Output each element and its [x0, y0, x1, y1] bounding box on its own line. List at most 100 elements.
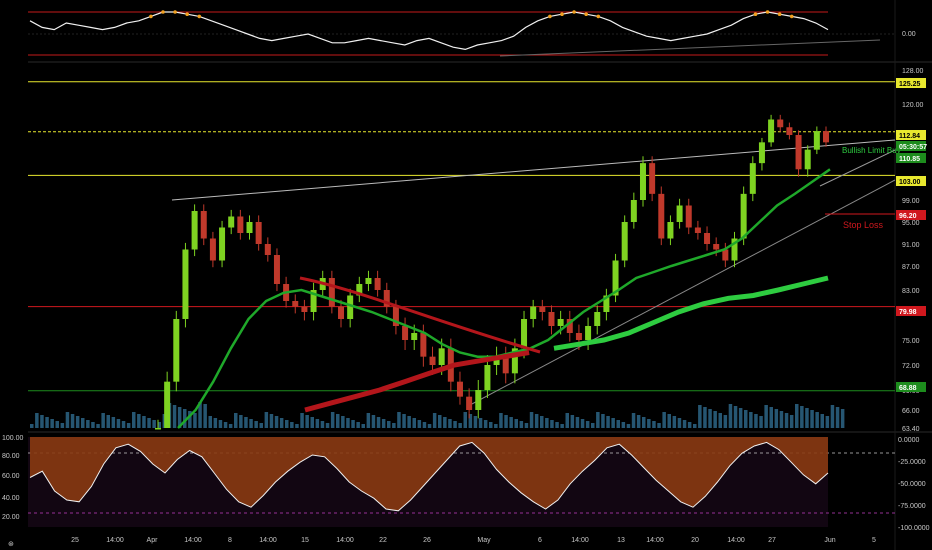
candle-body[interactable] — [694, 227, 701, 234]
candle-body[interactable] — [585, 326, 592, 340]
candle-body[interactable] — [557, 319, 564, 326]
candle-body[interactable] — [475, 390, 482, 410]
candle-body[interactable] — [594, 312, 601, 326]
candle-body[interactable] — [374, 278, 381, 290]
ema-slow-down-segment[interactable] — [304, 350, 530, 413]
candle-body[interactable] — [786, 127, 793, 135]
candle-body[interactable] — [795, 135, 802, 170]
candle-body[interactable] — [649, 163, 656, 194]
volume-bar — [662, 412, 666, 428]
candle-body[interactable] — [484, 365, 491, 390]
volume-bar — [642, 417, 646, 428]
candle-body[interactable] — [237, 216, 244, 234]
candle-body[interactable] — [466, 396, 473, 410]
candle-body[interactable] — [292, 301, 299, 307]
projection-line[interactable] — [819, 149, 896, 187]
ema-slow-arc[interactable] — [299, 276, 541, 354]
candle-body[interactable] — [731, 238, 738, 261]
candle-body[interactable] — [539, 306, 546, 313]
candle-body[interactable] — [365, 278, 372, 284]
candle-body[interactable] — [667, 222, 674, 239]
price-level-tag[interactable] — [896, 306, 926, 316]
candle-body[interactable] — [521, 319, 528, 349]
candle-body[interactable] — [264, 244, 271, 255]
candle-body[interactable] — [740, 193, 747, 239]
price-level-tag[interactable] — [896, 153, 926, 163]
candle-body[interactable] — [566, 319, 573, 333]
price-level-tag[interactable] — [896, 78, 926, 88]
candle-body[interactable] — [768, 119, 775, 143]
candle-body[interactable] — [548, 312, 555, 326]
candle-body[interactable] — [182, 249, 189, 320]
candle-body[interactable] — [511, 348, 518, 374]
candle-body[interactable] — [301, 306, 308, 313]
candle-body[interactable] — [383, 290, 390, 307]
candle-body[interactable] — [164, 381, 171, 428]
candle-body[interactable] — [530, 306, 537, 320]
ema-slow-line[interactable] — [299, 275, 829, 413]
candle-body[interactable] — [392, 306, 399, 327]
price-level-tag[interactable] — [896, 210, 926, 220]
volume-bar — [279, 418, 284, 428]
candle-body[interactable] — [155, 428, 161, 430]
candle-body[interactable] — [777, 119, 784, 128]
candle-body[interactable] — [338, 306, 345, 320]
candle-body[interactable] — [612, 260, 619, 296]
candle-body[interactable] — [402, 326, 409, 340]
candle-body[interactable] — [310, 290, 317, 312]
candle-body[interactable] — [209, 238, 216, 261]
candle-body[interactable] — [200, 211, 207, 239]
candle-body[interactable] — [603, 295, 610, 313]
volume-bar — [591, 423, 595, 428]
candle-body[interactable] — [246, 222, 253, 233]
ema-slow-up-segment[interactable] — [553, 275, 829, 351]
upper-trendline[interactable] — [171, 139, 896, 201]
volume-bar — [147, 418, 151, 428]
price-level-tag[interactable] — [896, 141, 926, 151]
candle-body[interactable] — [575, 333, 582, 340]
candle-body[interactable] — [823, 131, 829, 143]
price-level-tag[interactable] — [896, 382, 926, 392]
candle-body[interactable] — [704, 233, 711, 244]
candle-body[interactable] — [356, 284, 363, 296]
candle-body[interactable] — [456, 381, 463, 397]
candle-body[interactable] — [749, 163, 756, 194]
candle-body[interactable] — [630, 200, 637, 222]
candle-body[interactable] — [804, 149, 811, 170]
candle-body[interactable] — [722, 249, 729, 261]
candle-body[interactable] — [411, 333, 418, 340]
timezone-icon[interactable]: ⊛ — [8, 541, 14, 548]
top-osc-dot — [548, 14, 552, 19]
candle-body[interactable] — [273, 255, 280, 284]
candle-body[interactable] — [685, 205, 692, 228]
candle-body[interactable] — [328, 278, 335, 307]
candle-body[interactable] — [813, 131, 820, 150]
candle-body[interactable] — [676, 205, 683, 223]
price-pane[interactable]: 128.00120.00112.00106.0099.0095.0091.008… — [28, 68, 927, 433]
candle-body[interactable] — [621, 222, 628, 261]
candle-body[interactable] — [493, 356, 500, 365]
bottom-oscillator-pane[interactable]: 100.00 80.00 60.00 40.00 20.00 0.0000 -25.000… — [2, 435, 930, 532]
candle-body[interactable] — [347, 295, 354, 320]
candle-body[interactable] — [713, 244, 720, 250]
candle-body[interactable] — [429, 356, 436, 365]
candle-body[interactable] — [228, 216, 235, 228]
candle-body[interactable] — [191, 211, 198, 250]
candle-body[interactable] — [502, 356, 509, 374]
candle-body[interactable] — [173, 319, 180, 382]
time-axis[interactable]: 25 14:00 Apr 14:00 8 14:00 15 14:00 22 26 May 6 14:0… — [71, 537, 876, 544]
volume-bar — [545, 418, 549, 428]
candle-body[interactable] — [255, 222, 262, 244]
candle-body[interactable] — [420, 333, 427, 357]
candle-body[interactable] — [758, 142, 765, 164]
price-level-tag[interactable] — [896, 176, 926, 186]
candle-body[interactable] — [438, 348, 445, 365]
lower-trendline[interactable] — [469, 179, 896, 406]
top-oscillator-pane[interactable]: 0.00 — [28, 10, 916, 57]
stoch-line[interactable] — [29, 441, 829, 512]
price-level-tag[interactable] — [896, 130, 926, 140]
candle-body[interactable] — [658, 193, 665, 239]
candle-body[interactable] — [639, 163, 646, 200]
candle-body[interactable] — [219, 227, 226, 261]
